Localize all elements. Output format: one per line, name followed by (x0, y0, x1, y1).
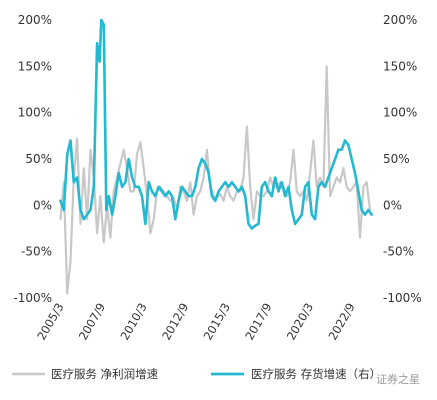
x-tick-label: 2022/9 (325, 301, 357, 343)
right-tick-label: -100% (383, 291, 422, 305)
x-tick-label: 2005/3 (34, 301, 66, 343)
left-tick-label: 150% (18, 59, 52, 73)
left-tick-label: 50% (25, 152, 52, 166)
x-tick-label: 2012/9 (159, 301, 191, 343)
right-tick-label: 100% (383, 106, 417, 120)
series-line-2 (59, 18, 374, 230)
x-tick-label: 2007/9 (76, 301, 108, 343)
watermark: 证券之星 (376, 372, 420, 386)
x-axis: 2005/3 2007/9 2010/3 2012/9 2015/3 2017/9 2020… (34, 301, 358, 343)
x-tick-label: 2010/3 (117, 301, 149, 343)
left-tick-label: 0% (33, 198, 52, 212)
x-tick-label: 2017/9 (242, 301, 274, 343)
right-tick-label: 0% (383, 198, 402, 212)
legend-label-2: 医疗服务 存货增速（右） (251, 367, 381, 381)
plot-area (59, 18, 374, 295)
left-tick-label: -50% (21, 245, 52, 259)
right-axis: -100% -50% 0% 50% 100% 150% 200% (383, 13, 422, 305)
x-tick-label: 2020/3 (284, 301, 316, 343)
left-axis: -100% -50% 0% 50% 100% 150% 200% (13, 13, 52, 305)
left-tick-label: 100% (18, 106, 52, 120)
right-tick-label: -50% (383, 245, 414, 259)
left-tick-label: 200% (18, 13, 52, 27)
right-tick-label: 150% (383, 59, 417, 73)
left-tick-label: -100% (13, 291, 52, 305)
legend: 医疗服务 净利润增速 医疗服务 存货增速（右） (12, 367, 381, 381)
right-tick-label: 200% (383, 13, 417, 27)
x-tick-label: 2015/3 (201, 301, 233, 343)
right-tick-label: 50% (383, 152, 410, 166)
legend-label-1: 医疗服务 净利润增速 (51, 367, 159, 381)
